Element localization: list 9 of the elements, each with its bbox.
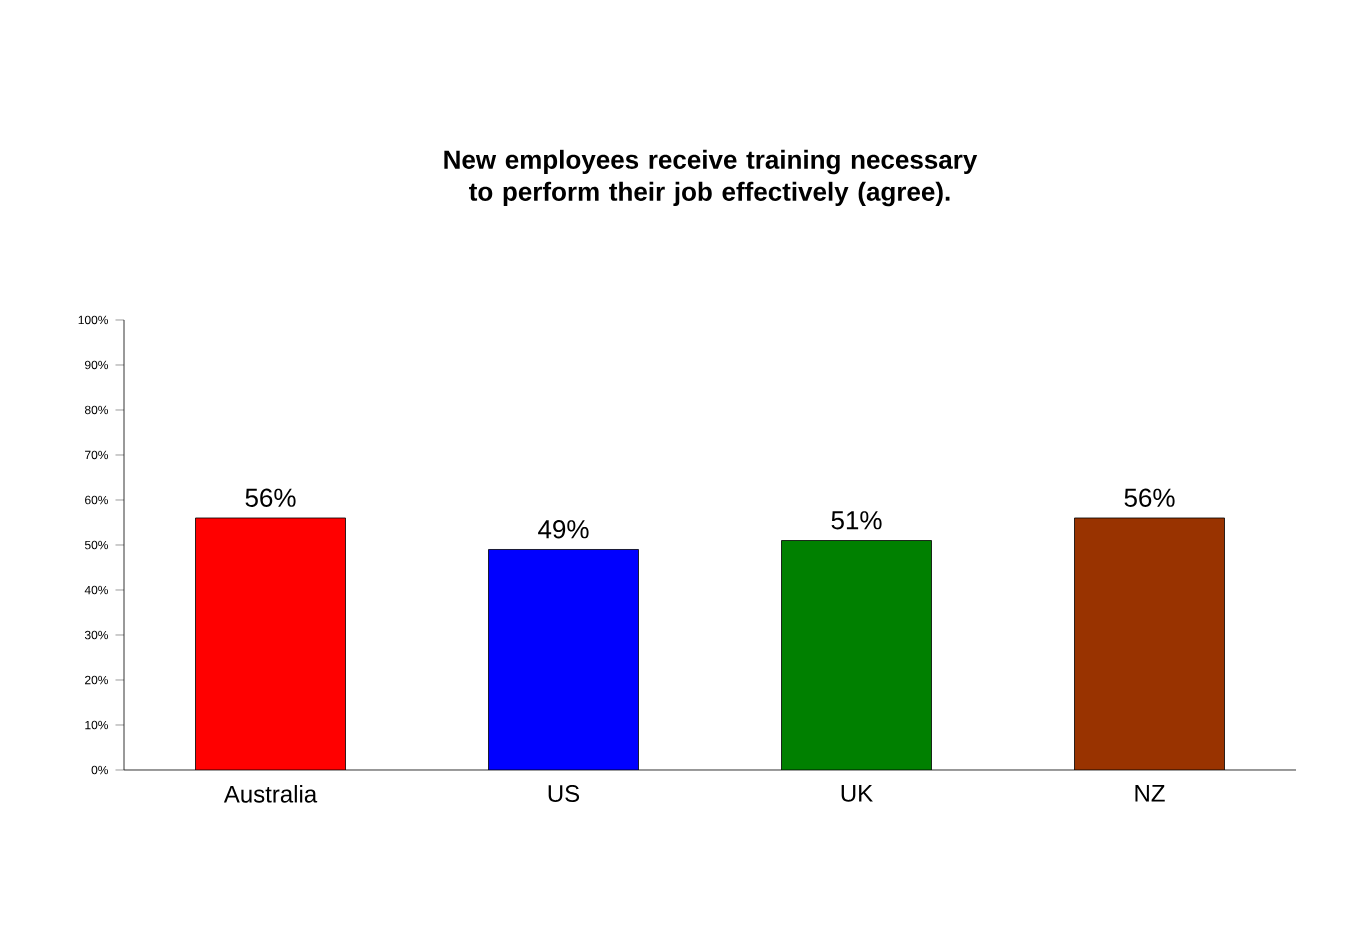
x-tick-label: UK (841, 785, 873, 802)
data-label: 56% (245, 488, 296, 507)
x-tick-label: US (548, 785, 580, 803)
x-tick-label: NZ (1135, 785, 1165, 802)
data-label: 49% (538, 520, 589, 539)
data-label: 51% (831, 511, 882, 530)
chart-title: New employees receive training necessary to perform their job effectively (agree). (444, 149, 978, 207)
data-label: 56% (1124, 488, 1175, 507)
x-tick-label: Australia (223, 785, 318, 803)
